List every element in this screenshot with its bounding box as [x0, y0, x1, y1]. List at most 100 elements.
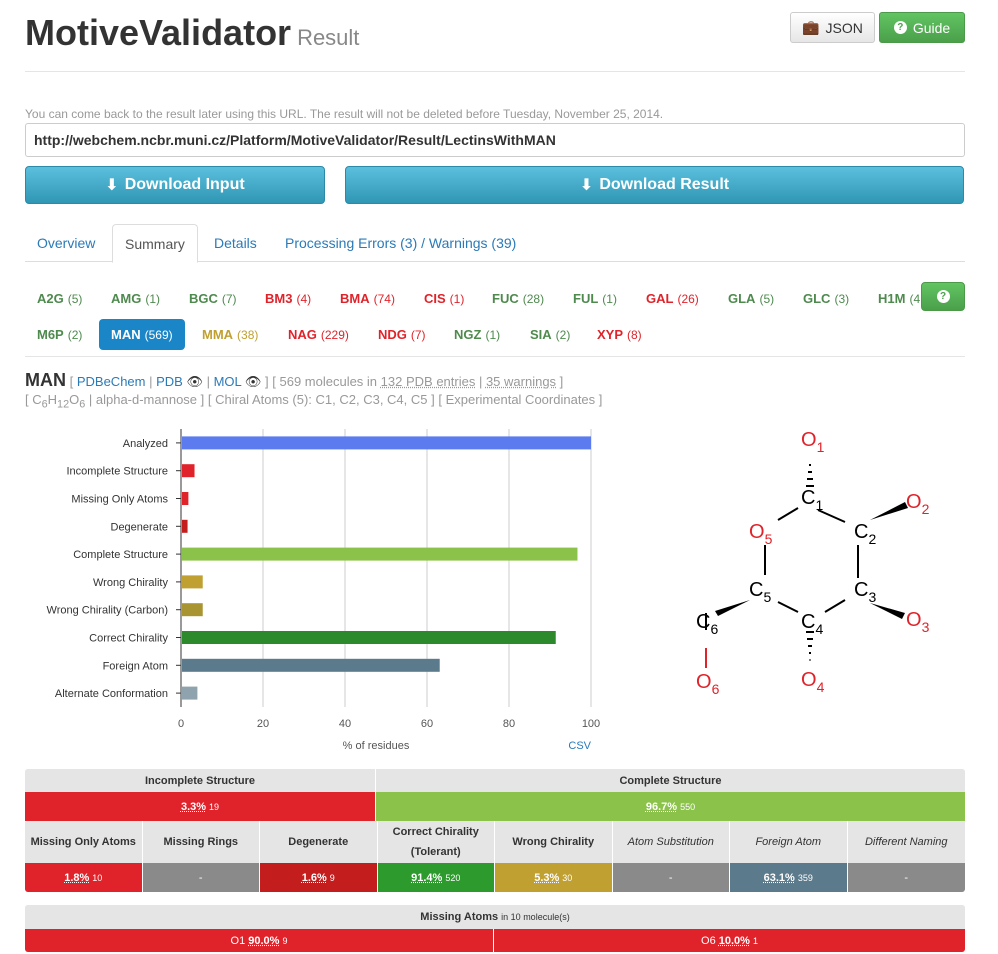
mol-link[interactable]: MOL — [213, 374, 242, 389]
molecule-bonds — [705, 507, 859, 630]
atom-o1: O1 — [801, 429, 825, 455]
atom-o5: O5 — [749, 521, 773, 547]
residue-name: GAL — [646, 291, 674, 306]
tab-processing-errors[interactable]: Processing Errors (3) / Warnings (39) — [285, 235, 517, 251]
residue-help-button[interactable]: ? — [921, 282, 965, 311]
residue-pill[interactable]: FUC (28) — [480, 283, 556, 314]
atom-index: 6 — [712, 681, 720, 697]
download-input-button[interactable]: ⬇ Download Input — [25, 166, 325, 204]
table-cell[interactable]: 1.8% 10 — [25, 863, 143, 892]
residue-pill[interactable]: BMA (74) — [328, 283, 407, 314]
tab-summary[interactable]: Summary — [112, 224, 198, 263]
residue-pill[interactable]: GAL (26) — [634, 283, 711, 314]
atom-index: 2 — [922, 501, 930, 517]
table-cell[interactable]: O1 90.0% 9 — [25, 929, 494, 952]
atom-index: 4 — [815, 621, 823, 637]
bond-c3-c4 — [824, 599, 846, 613]
residue-pill[interactable]: GLC (3) — [791, 283, 861, 314]
residue-count: (569) — [144, 327, 173, 342]
chart-bar — [182, 686, 198, 700]
download-icon: ⬇ — [579, 177, 594, 194]
residue-count: (4) — [296, 291, 312, 306]
table-cell[interactable]: 5.3% 30 — [495, 863, 613, 892]
cell-percent: 3.3% — [180, 800, 207, 813]
json-button[interactable]: 💼 JSON — [790, 12, 875, 43]
table-header: Correct Chirality (Tolerant) — [377, 821, 495, 863]
atom-symbol: O — [906, 609, 922, 631]
coordinates-type: Experimental Coordinates — [445, 392, 596, 407]
pdb-link[interactable]: PDB — [156, 374, 183, 389]
residue-count: (1) — [602, 291, 617, 306]
eye-icon[interactable]: 👁 — [186, 374, 203, 389]
residue-pill[interactable]: AMG (1) — [99, 283, 172, 314]
table-cell[interactable]: 1.6% 9 — [260, 863, 378, 892]
residue-pill[interactable]: H1M (4 — [866, 283, 921, 314]
residue-pill-active[interactable]: MAN (569) — [99, 319, 185, 350]
residue-pill[interactable]: XYP (8) — [585, 319, 654, 350]
cell-percent: 5.3% — [534, 871, 560, 884]
residue-pill[interactable]: CIS (1) — [412, 283, 476, 314]
pdbechem-link[interactable]: PDBeChem — [76, 374, 146, 389]
table-cell[interactable]: 63.1% 359 — [730, 863, 848, 892]
residue-pill[interactable]: BM3 (4) — [253, 283, 323, 314]
atom-c2: C2 — [854, 521, 876, 547]
guide-button[interactable]: ? Guide — [879, 12, 965, 43]
header-divider — [25, 71, 965, 72]
atom-index: 3 — [868, 589, 876, 605]
residue-pill[interactable]: FUL (1) — [561, 283, 629, 314]
pdb-entries-link[interactable]: 132 PDB entries — [380, 374, 476, 389]
table-row: Missing Atoms in 10 molecule(s) — [25, 905, 965, 929]
residue-name: BMA — [340, 291, 370, 306]
chart-bar — [182, 631, 556, 644]
atom-c4: C4 — [801, 611, 823, 637]
chart-csv-link[interactable]: CSV — [568, 740, 591, 752]
residue-count: (28) — [522, 291, 545, 306]
residue-pill[interactable]: GLA (5) — [716, 283, 786, 314]
residue-name: NAG — [288, 327, 317, 342]
table-row: 3.3% 19 96.7% 550 — [25, 792, 965, 821]
residue-pill[interactable]: SIA (2) — [518, 319, 582, 350]
residue-count: (1) — [485, 327, 501, 342]
residue-pill[interactable]: NDG (7) — [366, 319, 438, 350]
residue-pill[interactable]: BGC (7) — [177, 283, 249, 314]
chart-category-label: Correct Chirality — [89, 633, 168, 645]
tab-details[interactable]: Details — [214, 235, 257, 251]
table-header: Foreign Atom — [730, 821, 848, 863]
chart-tick-label: 20 — [257, 718, 269, 730]
table-cell[interactable]: 3.3% 19 — [25, 792, 376, 821]
formula-o: O — [69, 392, 80, 407]
title-subtitle: Result — [297, 25, 360, 50]
bond-o5-c1 — [777, 507, 799, 521]
residue-pill[interactable]: NGZ (1) — [442, 319, 512, 350]
residue-name: XYP — [597, 327, 624, 342]
residue-pill[interactable]: A2G (5) — [25, 283, 94, 314]
cell-percent: 1.6% — [301, 871, 327, 884]
tab-overview[interactable]: Overview — [37, 235, 96, 251]
table-header: Missing Rings — [142, 821, 260, 863]
result-url-field[interactable]: http://webchem.ncbr.muni.cz/Platform/Mot… — [25, 123, 965, 157]
chart-bar — [182, 519, 188, 533]
residue-name: H1M — [878, 291, 906, 306]
table-cell[interactable]: O6 10.0% 1 — [494, 929, 965, 952]
residue-pill[interactable]: M6P (2) — [25, 319, 94, 350]
download-result-button[interactable]: ⬇ Download Result — [345, 166, 964, 204]
residue-name: MAN — [111, 327, 141, 342]
residue-name: NGZ — [454, 327, 482, 342]
wedge-c2-o2 — [870, 502, 908, 520]
warnings-link[interactable]: 35 warnings — [485, 374, 557, 389]
eye-icon[interactable]: 👁 — [244, 374, 262, 389]
residue-count: (5) — [67, 291, 83, 306]
atom-symbol: O — [801, 429, 817, 451]
tab-bar: Overview Summary Details Processing Erro… — [25, 224, 965, 263]
table-cell[interactable]: 96.7% 550 — [376, 792, 965, 821]
residue-pill[interactable]: NAG (229) — [276, 319, 361, 350]
cell-percent: 63.1% — [763, 871, 795, 884]
table-cell[interactable]: 91.4% 520 — [377, 863, 495, 892]
residue-count: (1) — [145, 291, 161, 306]
cell-percent: 90.0% — [248, 934, 280, 947]
residue-pill[interactable]: MMA (38) — [190, 319, 270, 350]
chart-bar — [182, 492, 189, 505]
chart-category-label: Degenerate — [111, 521, 169, 533]
atom-symbol: O — [906, 491, 922, 513]
residue-count: (7) — [410, 327, 426, 342]
